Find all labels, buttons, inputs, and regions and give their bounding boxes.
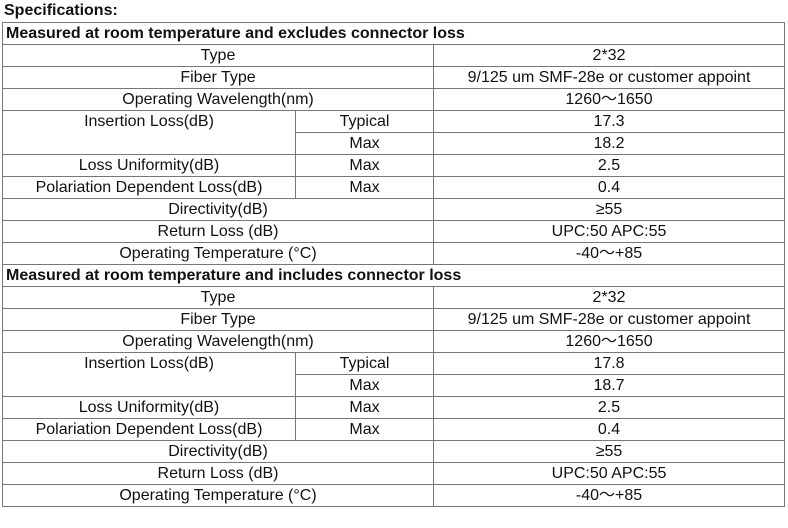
empty-cell: [2, 132, 296, 155]
param-label: Polariation Dependent Loss(dB): [2, 418, 296, 441]
param-value: ≥55: [432, 198, 786, 221]
param-value: 0.4: [432, 418, 786, 441]
param-value: UPC:50 APC:55: [432, 462, 786, 485]
section-heading: Measured at room temperature and include…: [1, 264, 786, 287]
table-row: Max 18.2: [2, 132, 786, 155]
table-row: Loss Uniformity(dB) Max 2.5: [2, 396, 786, 419]
param-value: 9/125 um SMF-28e or customer appoint: [432, 308, 786, 331]
table-row: Operating Wavelength(nm) 1260～1650: [2, 88, 786, 111]
table-row: Measured at room temperature and include…: [1, 264, 786, 287]
condition-cell: Max: [295, 374, 434, 397]
param-value: 1260～1650: [432, 330, 786, 353]
param-label: Operating Temperature (°C): [2, 242, 434, 265]
param-value: 18.2: [432, 132, 786, 155]
table-row: Directivity(dB) ≥55: [2, 440, 786, 463]
param-label: Insertion Loss(dB): [2, 352, 296, 375]
condition-cell: Max: [295, 176, 434, 199]
table-row: Measured at room temperature and exclude…: [1, 22, 786, 45]
spec-table: Measured at room temperature and exclude…: [1, 22, 786, 507]
condition-cell: Max: [295, 132, 434, 155]
param-value: -40～+85: [432, 242, 786, 265]
param-label: Directivity(dB): [2, 440, 434, 463]
table-row: Fiber Type 9/125 um SMF-28e or customer …: [2, 66, 786, 89]
table-row: Operating Temperature (°C) -40～+85: [2, 242, 786, 265]
table-row: Polariation Dependent Loss(dB) Max 0.4: [2, 418, 786, 441]
table-row: Fiber Type 9/125 um SMF-28e or customer …: [2, 308, 786, 331]
table-row: Return Loss (dB) UPC:50 APC:55: [2, 462, 786, 485]
param-label: Type: [2, 44, 434, 67]
param-label: Directivity(dB): [2, 198, 434, 221]
table-row: Insertion Loss(dB) Typical 17.8: [2, 352, 786, 375]
param-value: 2*32: [432, 286, 786, 309]
param-label: Polariation Dependent Loss(dB): [2, 176, 296, 199]
param-label: Operating Wavelength(nm): [2, 330, 434, 353]
condition-cell: Max: [295, 396, 434, 419]
param-label: Fiber Type: [2, 66, 434, 89]
param-value: 0.4: [432, 176, 786, 199]
param-label: Insertion Loss(dB): [2, 110, 296, 133]
table-row: Type 2*32: [2, 286, 786, 309]
param-value: ≥55: [432, 440, 786, 463]
condition-cell: Typical: [295, 110, 434, 133]
param-value: 2*32: [432, 44, 786, 67]
param-value: UPC:50 APC:55: [432, 220, 786, 243]
table-row: Max 18.7: [2, 374, 786, 397]
param-value: 18.7: [432, 374, 786, 397]
table-row: Operating Wavelength(nm) 1260～1650: [2, 330, 786, 353]
table-row: Operating Temperature (°C) -40～+85: [2, 484, 786, 507]
table-row: Insertion Loss(dB) Typical 17.3: [2, 110, 786, 133]
condition-cell: Max: [295, 418, 434, 441]
param-label: Operating Temperature (°C): [2, 484, 434, 507]
param-value: -40～+85: [432, 484, 786, 507]
table-row: Type 2*32: [2, 44, 786, 67]
param-label: Operating Wavelength(nm): [2, 88, 434, 111]
param-label: Loss Uniformity(dB): [2, 154, 296, 177]
empty-cell: [2, 374, 296, 397]
param-label: Loss Uniformity(dB): [2, 396, 296, 419]
param-value: 17.8: [432, 352, 786, 375]
param-value: 2.5: [432, 396, 786, 419]
param-label: Type: [2, 286, 434, 309]
table-row: Directivity(dB) ≥55: [2, 198, 786, 221]
param-value: 9/125 um SMF-28e or customer appoint: [432, 66, 786, 89]
condition-cell: Typical: [295, 352, 434, 375]
table-row: Loss Uniformity(dB) Max 2.5: [2, 154, 786, 177]
param-label: Fiber Type: [2, 308, 434, 331]
section-heading: Measured at room temperature and exclude…: [1, 22, 786, 45]
param-value: 17.3: [432, 110, 786, 133]
page-title: Specifications:: [4, 2, 118, 19]
param-value: 1260～1650: [432, 88, 786, 111]
param-value: 2.5: [432, 154, 786, 177]
table-row: Return Loss (dB) UPC:50 APC:55: [2, 220, 786, 243]
param-label: Return Loss (dB): [2, 220, 434, 243]
condition-cell: Max: [295, 154, 434, 177]
table-row: Polariation Dependent Loss(dB) Max 0.4: [2, 176, 786, 199]
param-label: Return Loss (dB): [2, 462, 434, 485]
